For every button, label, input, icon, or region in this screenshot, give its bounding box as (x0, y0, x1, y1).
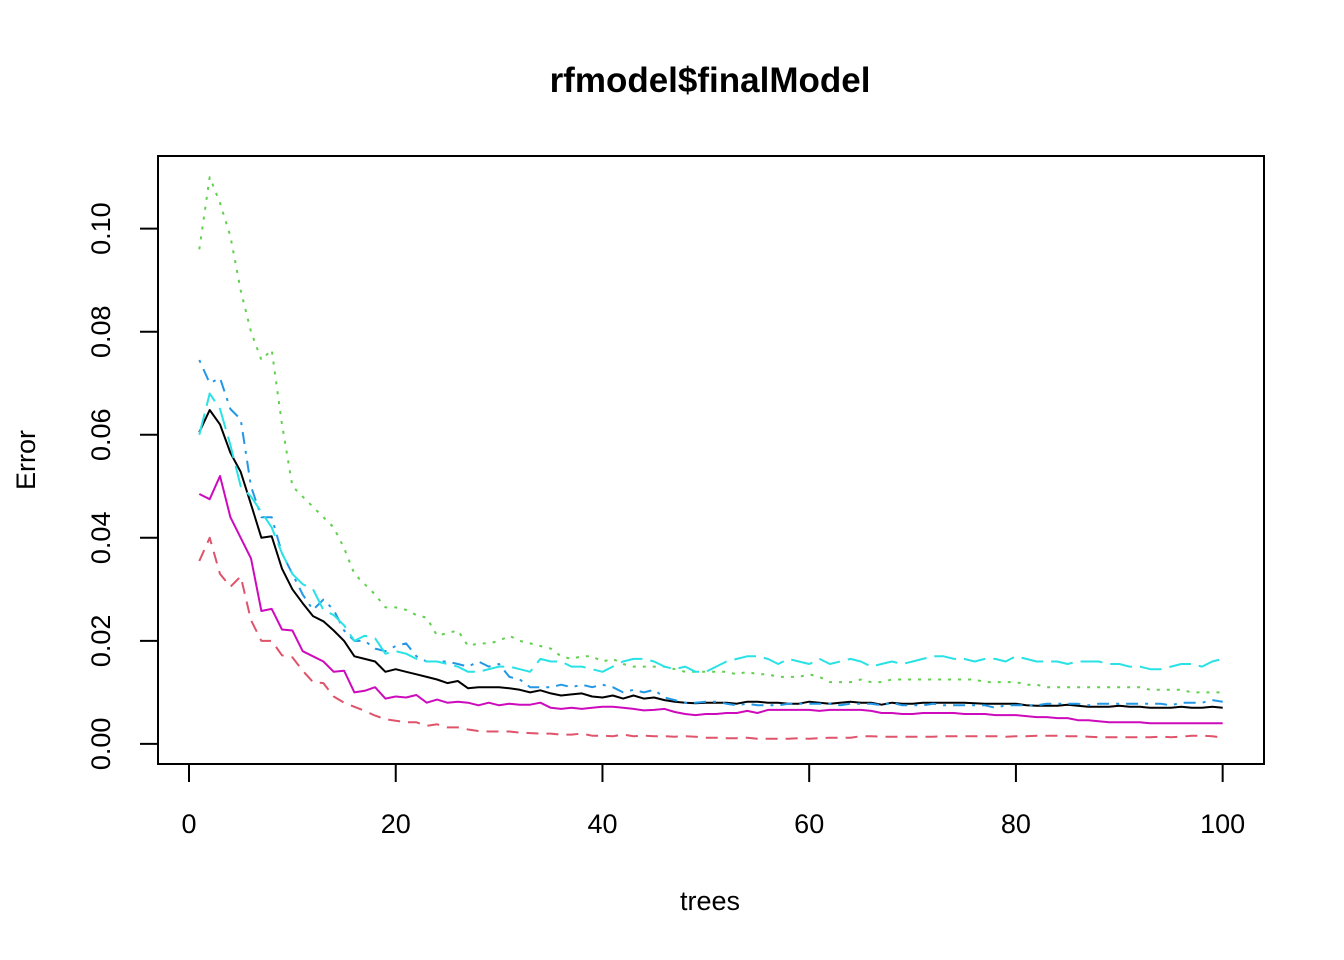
x-tick-label: 20 (381, 809, 411, 839)
y-tick-label: 0.00 (86, 718, 116, 771)
series-line-5 (198, 392, 1223, 673)
series-line-1 (198, 409, 1223, 709)
x-axis-label: trees (680, 886, 740, 916)
series-line-3 (198, 176, 1223, 694)
y-tick-label: 0.10 (86, 202, 116, 255)
y-tick-label: 0.02 (86, 615, 116, 668)
series-line-6 (198, 475, 1223, 725)
x-tick-label: 80 (1001, 809, 1031, 839)
x-tick-label: 40 (587, 809, 617, 839)
plot-frame (157, 155, 1265, 765)
series-group (198, 176, 1223, 740)
y-axis-label: Error (11, 430, 41, 490)
y-tick-label: 0.06 (86, 408, 116, 461)
x-tick-label: 100 (1200, 809, 1245, 839)
x-axis: 0 20 40 60 80 100 (181, 763, 1245, 839)
x-tick-label: 60 (794, 809, 824, 839)
x-tick-label: 0 (181, 809, 196, 839)
chart-title: rfmodel$finalModel (550, 61, 871, 100)
y-tick-label: 0.04 (86, 512, 116, 565)
y-tick-label: 0.08 (86, 305, 116, 358)
y-axis: 0.00 0.02 0.04 0.06 0.08 0.10 (86, 202, 159, 771)
series-line-2 (198, 536, 1223, 740)
